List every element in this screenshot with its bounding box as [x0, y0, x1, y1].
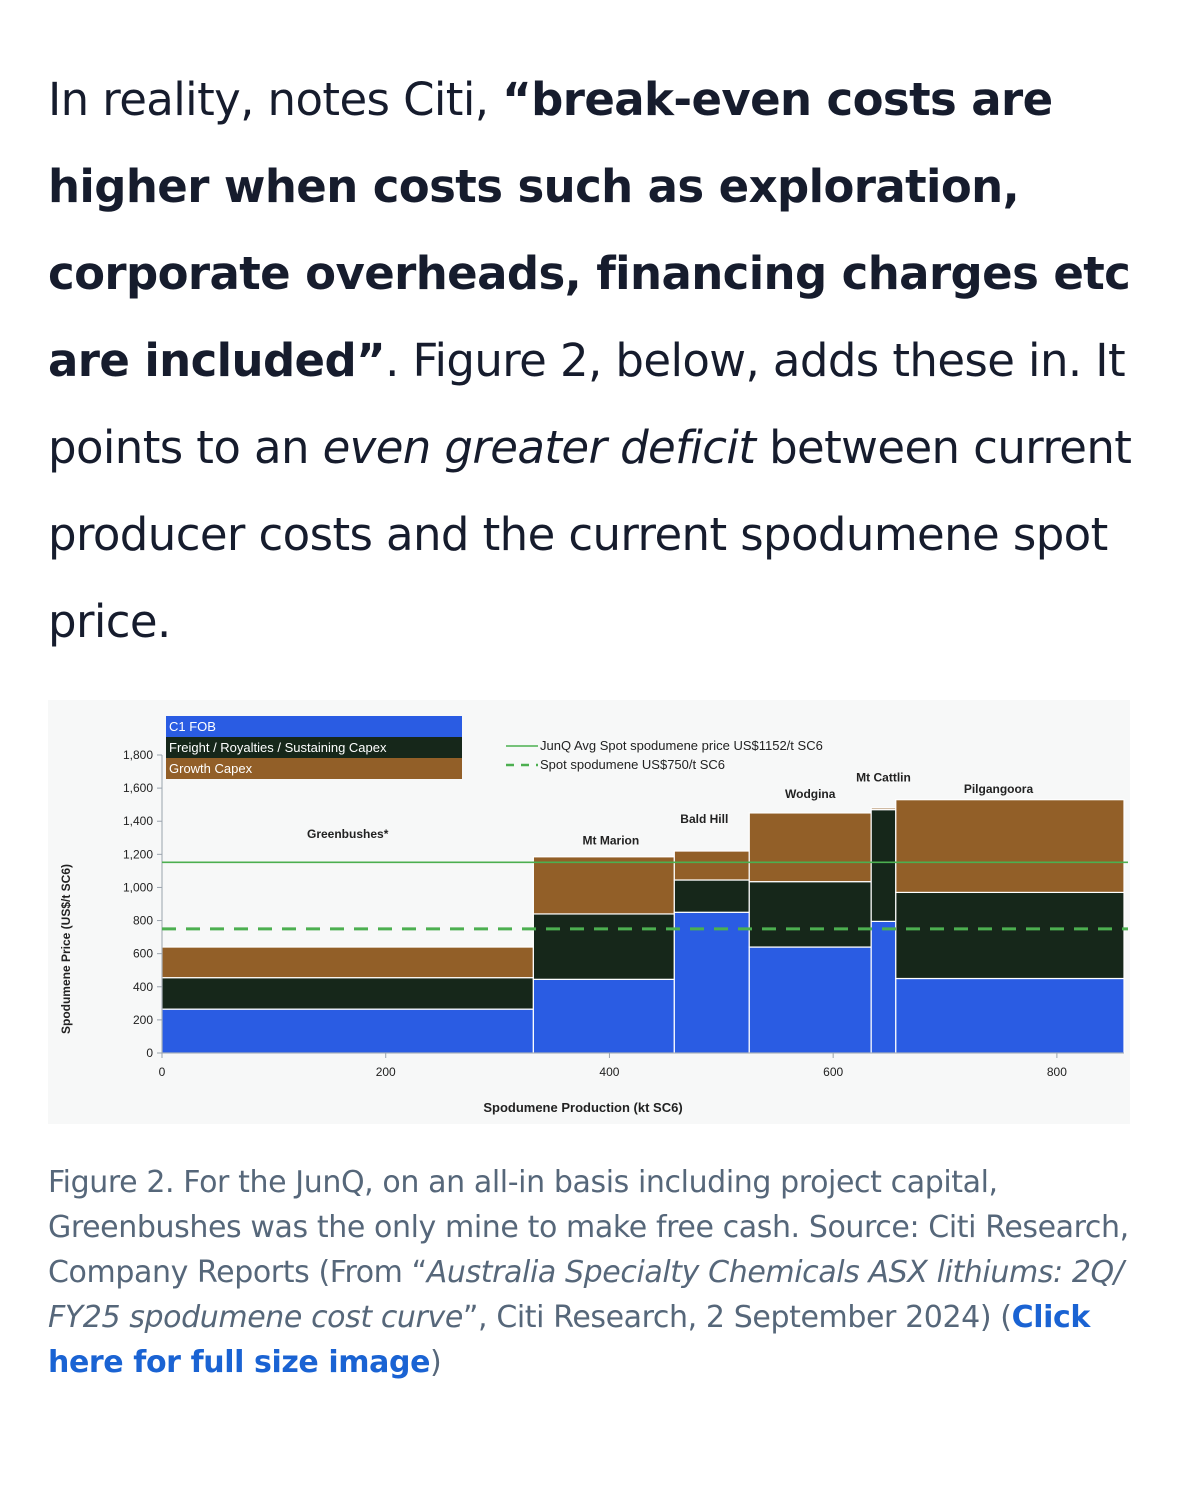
- cost-curve-chart: 0 200 400 600 800 1,000 1,200 1,400 1,600 1,800 0 2…: [59, 716, 1128, 1115]
- legend-growth-capex-swatch: [166, 758, 462, 779]
- paragraph-quote-bold: “break-even costs are higher when costs …: [48, 73, 1131, 387]
- article-paragraph: In reality, notes Citi, “break-even cost…: [48, 56, 1138, 665]
- freight-segment: [870, 809, 897, 922]
- legend-freight-label: Freight / Royalties / Sustaining Capex: [169, 740, 387, 755]
- mine-label: Wodgina: [785, 787, 836, 801]
- y-tick-label: 1,200: [123, 847, 153, 861]
- y-tick-label: 1,000: [123, 880, 153, 894]
- y-tick-label: 400: [133, 980, 153, 994]
- caption-text-1: Figure 2. For the JunQ, on an all-in bas…: [48, 1165, 1129, 1290]
- c1-fob-segment: [870, 920, 897, 1054]
- mine-label: Greenbushes*: [307, 827, 389, 841]
- figure-caption: Figure 2. For the JunQ, on an all-in bas…: [48, 1160, 1138, 1385]
- growth-capex-segment: [532, 856, 675, 915]
- c1-fob-segment: [532, 978, 675, 1054]
- freight-segment: [895, 891, 1125, 980]
- mine-label: Mt Cattlin: [856, 770, 911, 784]
- mine-label: Pilgangoora: [964, 782, 1034, 796]
- growth-capex-segment: [895, 799, 1125, 894]
- y-tick-label: 600: [133, 947, 153, 961]
- caption-text-3: ): [430, 1345, 442, 1380]
- paragraph-text-3: between current producer costs and the c…: [48, 421, 1132, 648]
- x-tick-label: 0: [159, 1065, 166, 1079]
- x-tick-label: 800: [1047, 1065, 1067, 1079]
- y-axis-label: Spodumene Price (US$/t SC6): [59, 864, 73, 1034]
- x-tick-label: 400: [599, 1065, 619, 1079]
- freight-segment: [673, 879, 750, 913]
- growth-capex-segment: [748, 812, 872, 883]
- caption-report-title: Australia Specialty Chemicals ASX lithiu…: [48, 1255, 1124, 1335]
- c1-fob-segment: [748, 946, 872, 1054]
- full-size-image-link[interactable]: Click here for full size image: [48, 1300, 1090, 1380]
- legend-c1-fob-label: C1 FOB: [169, 719, 216, 734]
- y-tick-label: 1,800: [123, 748, 153, 762]
- c1-fob-segment: [673, 911, 750, 1054]
- legend-junq-label: JunQ Avg Spot spodumene price US$1152/t …: [540, 738, 823, 753]
- growth-capex-segment: [161, 946, 534, 979]
- x-tick-label: 600: [823, 1065, 843, 1079]
- freight-segment: [161, 977, 534, 1010]
- mine-label: Mt Marion: [583, 833, 640, 847]
- legend-growth-capex-label: Growth Capex: [169, 761, 253, 776]
- growth-capex-segment: [673, 850, 750, 881]
- freight-segment: [532, 913, 675, 980]
- c1-fob-segment: [895, 977, 1125, 1054]
- c1-fob-segment: [161, 1008, 534, 1054]
- growth-capex-segment: [870, 807, 897, 811]
- y-tick-label: 200: [133, 1013, 153, 1027]
- y-tick-label: 1,400: [123, 814, 153, 828]
- paragraph-emphasis: even greater deficit: [322, 421, 756, 474]
- legend-freight-swatch: [166, 737, 462, 758]
- legend-spot-label: Spot spodumene US$750/t SC6: [540, 757, 725, 772]
- mine-label: Bald Hill: [680, 812, 728, 826]
- y-tick-label: 800: [133, 914, 153, 928]
- y-tick-label: 1,600: [123, 781, 153, 795]
- caption-text-2: ”, Citi Research, 2 September 2024) (: [462, 1300, 1012, 1335]
- cost-curve-figure[interactable]: 0 200 400 600 800 1,000 1,200 1,400 1,600 1,800 0 2…: [48, 700, 1130, 1124]
- paragraph-text-2: . Figure 2, below, adds these in. It poi…: [48, 334, 1126, 474]
- paragraph-text-1: In reality, notes Citi,: [48, 73, 503, 126]
- y-tick-label: 0: [146, 1046, 153, 1060]
- x-tick-label: 200: [376, 1065, 396, 1079]
- legend-c1-fob-swatch: [166, 716, 462, 737]
- x-axis-label: Spodumene Production (kt SC6): [483, 1100, 682, 1115]
- freight-segment: [748, 881, 872, 948]
